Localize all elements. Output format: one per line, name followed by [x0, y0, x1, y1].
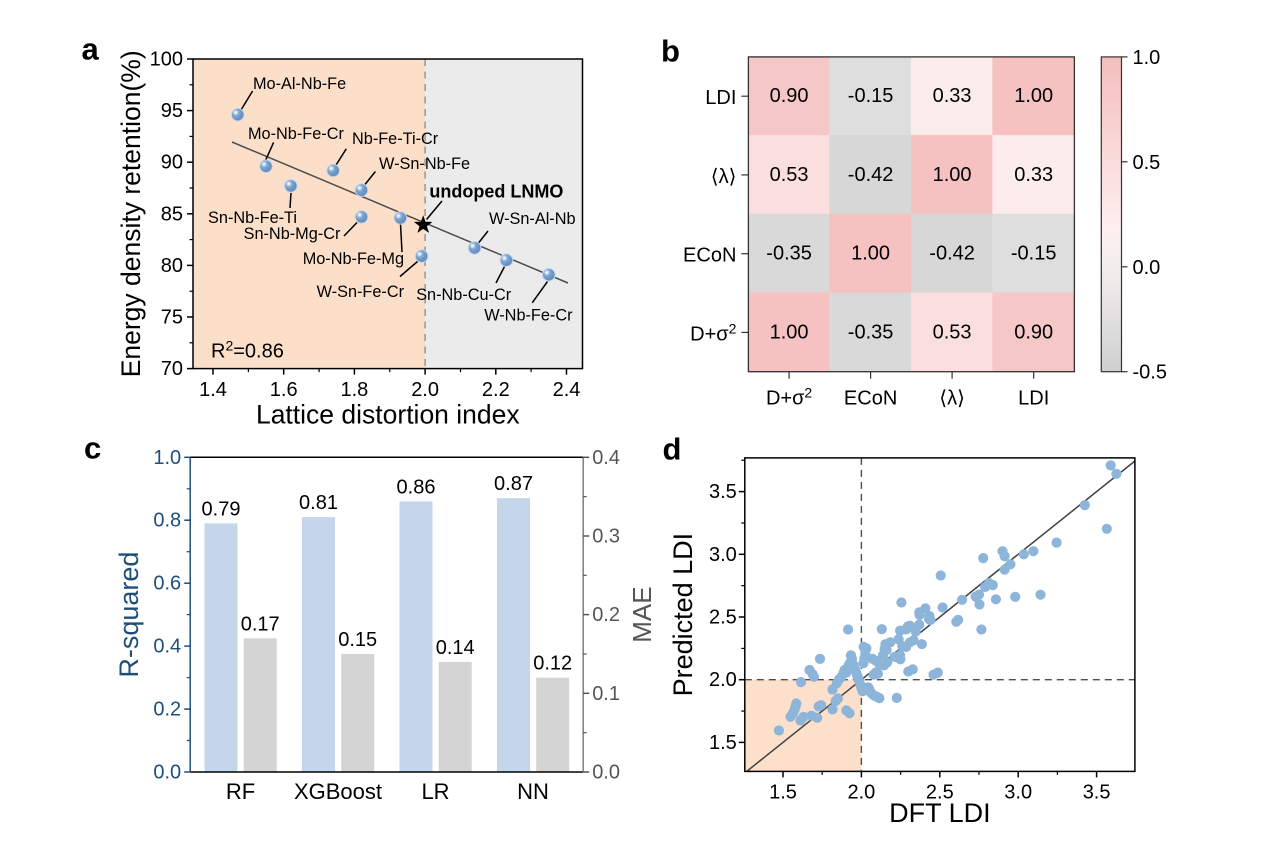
svg-text:1.00: 1.00 — [933, 164, 972, 186]
svg-text:XGBoost: XGBoost — [294, 779, 382, 804]
svg-text:2.0: 2.0 — [709, 669, 737, 691]
svg-text:0.2: 0.2 — [153, 699, 181, 721]
svg-text:2.2: 2.2 — [482, 379, 510, 401]
svg-text:75: 75 — [161, 307, 183, 329]
svg-text:0.86: 0.86 — [397, 476, 436, 498]
svg-text:-0.42: -0.42 — [848, 164, 894, 186]
svg-text:0.1: 0.1 — [592, 683, 620, 705]
svg-text:0.0: 0.0 — [1133, 257, 1161, 279]
svg-text:0.15: 0.15 — [338, 629, 377, 651]
svg-text:a: a — [82, 32, 100, 67]
svg-text:2.4: 2.4 — [553, 379, 581, 401]
svg-text:0.53: 0.53 — [770, 164, 809, 186]
svg-text:Sn-Nb-Mg-Cr: Sn-Nb-Mg-Cr — [244, 225, 341, 243]
svg-text:-0.5: -0.5 — [1133, 362, 1167, 384]
svg-text:90: 90 — [161, 152, 183, 174]
svg-text:0.14: 0.14 — [436, 637, 475, 659]
svg-text:1.00: 1.00 — [1014, 85, 1053, 107]
svg-text:Mo-Al-Nb-Fe: Mo-Al-Nb-Fe — [253, 75, 346, 93]
svg-text:Predicted LDI: Predicted LDI — [668, 533, 698, 697]
svg-text:c: c — [84, 430, 101, 465]
svg-text:LDI: LDI — [1018, 388, 1049, 410]
svg-text:MAE: MAE — [627, 586, 657, 642]
svg-text:85: 85 — [161, 203, 183, 225]
svg-text:3.5: 3.5 — [1083, 781, 1111, 803]
svg-text:0.8: 0.8 — [153, 510, 181, 532]
svg-text:0.90: 0.90 — [770, 85, 809, 107]
svg-text:1.5: 1.5 — [769, 781, 797, 803]
svg-text:0.81: 0.81 — [299, 492, 338, 514]
svg-text:0.53: 0.53 — [933, 321, 972, 343]
svg-text:0.4: 0.4 — [592, 447, 620, 469]
svg-text:100: 100 — [150, 49, 183, 71]
svg-text:Lattice distortion index: Lattice distortion index — [256, 400, 520, 430]
svg-text:0.2: 0.2 — [592, 604, 620, 626]
svg-text:-0.42: -0.42 — [929, 243, 975, 265]
svg-text:1.8: 1.8 — [340, 379, 368, 401]
svg-text:-0.35: -0.35 — [766, 243, 812, 265]
svg-text:80: 80 — [161, 255, 183, 277]
svg-text:W-Sn-Nb-Fe: W-Sn-Nb-Fe — [379, 155, 470, 173]
svg-text:⟨λ⟩: ⟨λ⟩ — [711, 166, 737, 188]
svg-text:0.5: 0.5 — [1133, 152, 1161, 174]
svg-text:2.0: 2.0 — [411, 379, 439, 401]
svg-text:Nb-Fe-Ti-Cr: Nb-Fe-Ti-Cr — [352, 130, 439, 148]
svg-text:NN: NN — [517, 779, 549, 804]
svg-text:95: 95 — [161, 100, 183, 122]
svg-text:-0.15: -0.15 — [848, 85, 894, 107]
svg-text:2.5: 2.5 — [709, 607, 737, 629]
svg-text:Mo-Nb-Fe-Mg: Mo-Nb-Fe-Mg — [303, 250, 404, 268]
svg-text:0.6: 0.6 — [153, 573, 181, 595]
svg-text:0.4: 0.4 — [153, 636, 181, 658]
svg-text:0.17: 0.17 — [241, 613, 280, 635]
svg-text:W-Nb-Fe-Cr: W-Nb-Fe-Cr — [484, 307, 573, 325]
svg-text:-0.35: -0.35 — [848, 321, 894, 343]
svg-text:0.90: 0.90 — [1014, 321, 1053, 343]
svg-text:1.00: 1.00 — [851, 243, 890, 265]
svg-text:0.12: 0.12 — [533, 653, 572, 675]
svg-text:0.33: 0.33 — [933, 85, 972, 107]
svg-text:2.0: 2.0 — [847, 781, 875, 803]
svg-text:1.6: 1.6 — [270, 379, 298, 401]
svg-text:D+σ2: D+σ2 — [690, 320, 736, 345]
svg-text:LDI: LDI — [705, 87, 736, 109]
svg-text:2.5: 2.5 — [926, 781, 954, 803]
svg-text:0.3: 0.3 — [592, 526, 620, 548]
svg-text:3.0: 3.0 — [709, 544, 737, 566]
svg-text:R-squared: R-squared — [114, 552, 144, 678]
svg-text:W-Sn-Fe-Cr: W-Sn-Fe-Cr — [317, 283, 405, 301]
svg-text:Energy density retention(%): Energy density retention(%) — [116, 50, 146, 377]
svg-text:Mo-Nb-Fe-Cr: Mo-Nb-Fe-Cr — [248, 125, 344, 143]
svg-text:1.4: 1.4 — [199, 379, 227, 401]
svg-text:D+σ2: D+σ2 — [766, 385, 812, 410]
svg-text:W-Sn-Al-Nb: W-Sn-Al-Nb — [489, 210, 576, 228]
svg-text:⟨λ⟩: ⟨λ⟩ — [939, 388, 965, 410]
svg-text:0.33: 0.33 — [1014, 164, 1053, 186]
svg-text:1.0: 1.0 — [153, 447, 181, 469]
svg-text:R2=0.86: R2=0.86 — [211, 338, 284, 363]
svg-text:LR: LR — [421, 779, 449, 804]
svg-text:0.0: 0.0 — [153, 762, 181, 784]
svg-text:DFT LDI: DFT LDI — [889, 798, 991, 828]
svg-text:-0.15: -0.15 — [1011, 243, 1057, 265]
svg-text:d: d — [663, 432, 682, 467]
svg-text:Sn-Nb-Cu-Cr: Sn-Nb-Cu-Cr — [416, 286, 512, 304]
svg-text:70: 70 — [161, 358, 183, 380]
svg-text:Sn-Nb-Fe-Ti: Sn-Nb-Fe-Ti — [208, 209, 297, 227]
svg-text:undoped LNMO: undoped LNMO — [429, 181, 563, 201]
svg-text:1.5: 1.5 — [709, 732, 737, 754]
svg-text:3.0: 3.0 — [1004, 781, 1032, 803]
svg-text:b: b — [661, 33, 680, 68]
svg-text:RF: RF — [226, 779, 255, 804]
svg-text:0.87: 0.87 — [494, 473, 533, 495]
svg-text:3.5: 3.5 — [709, 481, 737, 503]
svg-text:0.0: 0.0 — [592, 762, 620, 784]
svg-text:ECoN: ECoN — [844, 388, 897, 410]
svg-text:0.79: 0.79 — [202, 498, 241, 520]
svg-text:1.0: 1.0 — [1133, 47, 1161, 69]
svg-text:1.00: 1.00 — [770, 321, 809, 343]
svg-text:ECoN: ECoN — [683, 245, 736, 267]
